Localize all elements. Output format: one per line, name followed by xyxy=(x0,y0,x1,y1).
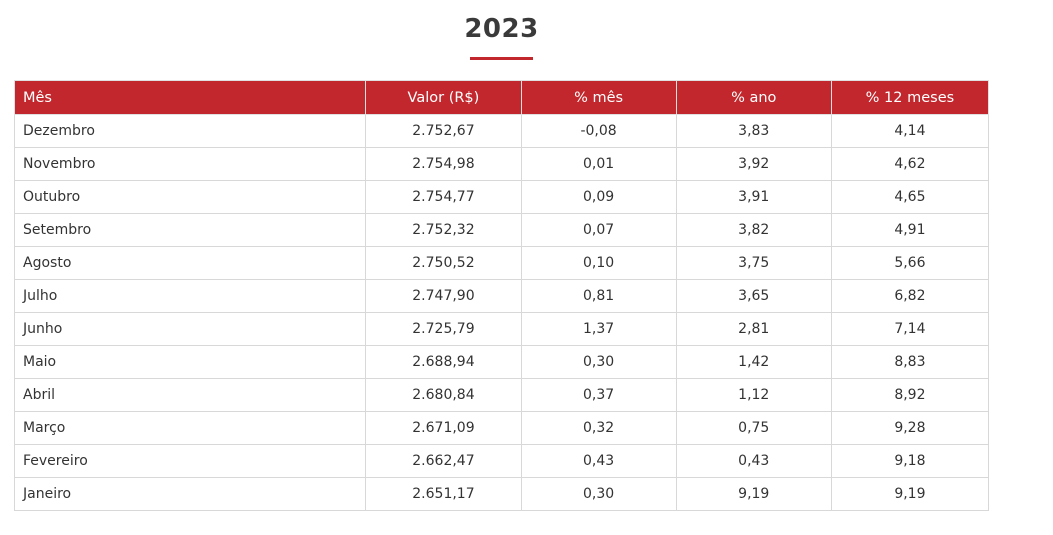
cell-pct-year: 3,75 xyxy=(675,246,832,280)
cell-pct-12-months: 5,66 xyxy=(830,246,990,280)
table-row: Maio 2.688,94 0,30 1,42 8,83 xyxy=(13,345,990,379)
table-header: Mês Valor (R$) % mês % ano % 12 meses xyxy=(13,80,990,115)
cell-value: 2.671,09 xyxy=(365,411,522,445)
cell-pct-year: 0,75 xyxy=(675,411,832,445)
cell-value: 2.747,90 xyxy=(365,279,522,313)
cell-month: Fevereiro xyxy=(13,444,367,478)
cell-pct-month: 0,01 xyxy=(520,147,677,181)
cell-pct-12-months: 9,28 xyxy=(830,411,990,445)
cell-month: Outubro xyxy=(13,180,367,214)
cell-value: 2.752,67 xyxy=(365,114,522,148)
column-header-pct-year: % ano xyxy=(675,80,832,115)
cell-pct-month: 0,09 xyxy=(520,180,677,214)
cell-value: 2.754,98 xyxy=(365,147,522,181)
cell-month: Abril xyxy=(13,378,367,412)
table-row: Março 2.671,09 0,32 0,75 9,28 xyxy=(13,411,990,445)
cell-pct-year: 3,82 xyxy=(675,213,832,247)
cell-pct-year: 3,91 xyxy=(675,180,832,214)
cell-pct-12-months: 8,83 xyxy=(830,345,990,379)
cell-pct-12-months: 8,92 xyxy=(830,378,990,412)
cell-month: Julho xyxy=(13,279,367,313)
cell-pct-year: 3,92 xyxy=(675,147,832,181)
cell-month: Setembro xyxy=(13,213,367,247)
cell-month: Novembro xyxy=(13,147,367,181)
cell-pct-month: -0,08 xyxy=(520,114,677,148)
cell-pct-year: 0,43 xyxy=(675,444,832,478)
cell-pct-year: 3,83 xyxy=(675,114,832,148)
cell-month: Janeiro xyxy=(13,477,367,511)
table-row: Outubro 2.754,77 0,09 3,91 4,65 xyxy=(13,180,990,214)
column-header-pct-month: % mês xyxy=(520,80,677,115)
table-row: Dezembro 2.752,67 -0,08 3,83 4,14 xyxy=(13,114,990,148)
cell-pct-year: 1,42 xyxy=(675,345,832,379)
cell-pct-12-months: 4,65 xyxy=(830,180,990,214)
table-row: Junho 2.725,79 1,37 2,81 7,14 xyxy=(13,312,990,346)
table-row: Janeiro 2.651,17 0,30 9,19 9,19 xyxy=(13,477,990,511)
cell-value: 2.754,77 xyxy=(365,180,522,214)
cell-month: Dezembro xyxy=(13,114,367,148)
cell-pct-12-months: 6,82 xyxy=(830,279,990,313)
cell-pct-12-months: 4,14 xyxy=(830,114,990,148)
cell-pct-month: 0,07 xyxy=(520,213,677,247)
cell-value: 2.725,79 xyxy=(365,312,522,346)
cell-month: Agosto xyxy=(13,246,367,280)
cell-pct-year: 2,81 xyxy=(675,312,832,346)
table-row: Julho 2.747,90 0,81 3,65 6,82 xyxy=(13,279,990,313)
data-table: Mês Valor (R$) % mês % ano % 12 meses De… xyxy=(13,80,990,511)
column-header-pct-12-months: % 12 meses xyxy=(830,80,990,115)
table-row: Fevereiro 2.662,47 0,43 0,43 9,18 xyxy=(13,444,990,478)
cell-pct-year: 9,19 xyxy=(675,477,832,511)
cell-value: 2.662,47 xyxy=(365,444,522,478)
column-header-value: Valor (R$) xyxy=(365,80,522,115)
column-header-month: Mês xyxy=(13,80,367,115)
cell-pct-month: 0,32 xyxy=(520,411,677,445)
cell-pct-12-months: 9,18 xyxy=(830,444,990,478)
page-title: 2023 xyxy=(464,14,539,44)
cell-value: 2.688,94 xyxy=(365,345,522,379)
cell-pct-12-months: 9,19 xyxy=(830,477,990,511)
cell-value: 2.680,84 xyxy=(365,378,522,412)
cell-pct-month: 0,43 xyxy=(520,444,677,478)
table-row: Setembro 2.752,32 0,07 3,82 4,91 xyxy=(13,213,990,247)
title-underline xyxy=(470,57,533,60)
cell-pct-year: 1,12 xyxy=(675,378,832,412)
cell-pct-12-months: 7,14 xyxy=(830,312,990,346)
table-row: Agosto 2.750,52 0,10 3,75 5,66 xyxy=(13,246,990,280)
cell-month: Junho xyxy=(13,312,367,346)
cell-pct-year: 3,65 xyxy=(675,279,832,313)
cell-pct-month: 0,81 xyxy=(520,279,677,313)
table-row: Abril 2.680,84 0,37 1,12 8,92 xyxy=(13,378,990,412)
header-row: Mês Valor (R$) % mês % ano % 12 meses xyxy=(13,80,990,115)
cell-pct-12-months: 4,91 xyxy=(830,213,990,247)
cell-pct-month: 1,37 xyxy=(520,312,677,346)
table-row: Novembro 2.754,98 0,01 3,92 4,62 xyxy=(13,147,990,181)
cell-pct-12-months: 4,62 xyxy=(830,147,990,181)
cell-value: 2.750,52 xyxy=(365,246,522,280)
table-body: Dezembro 2.752,67 -0,08 3,83 4,14 Novembro 2.7… xyxy=(13,114,990,511)
cell-pct-month: 0,10 xyxy=(520,246,677,280)
cell-pct-month: 0,30 xyxy=(520,477,677,511)
cell-value: 2.651,17 xyxy=(365,477,522,511)
cell-pct-month: 0,37 xyxy=(520,378,677,412)
cell-month: Maio xyxy=(13,345,367,379)
cell-pct-month: 0,30 xyxy=(520,345,677,379)
cell-value: 2.752,32 xyxy=(365,213,522,247)
cell-month: Março xyxy=(13,411,367,445)
